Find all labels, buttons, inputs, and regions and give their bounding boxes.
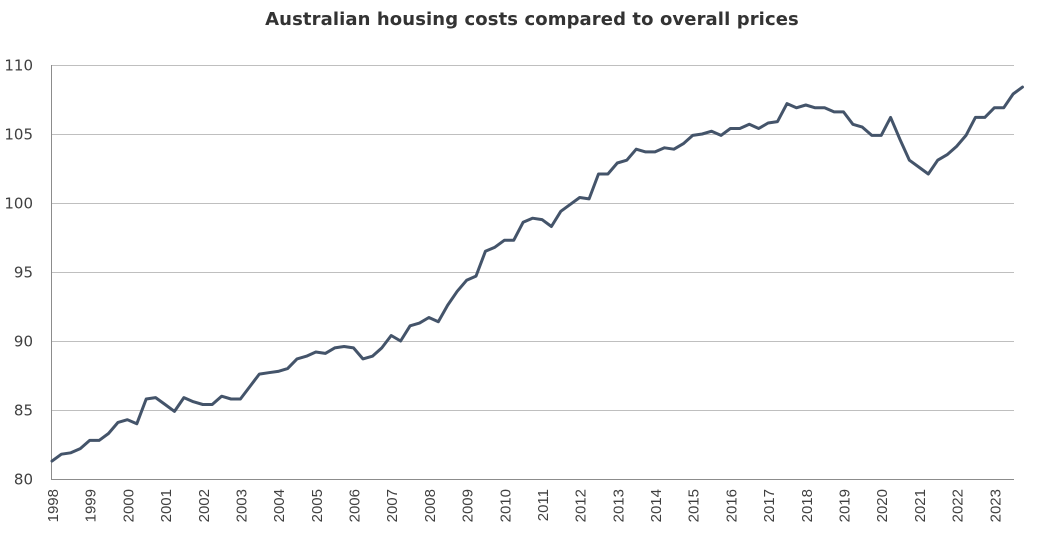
x-tick-label: 1998 [45,489,62,522]
series-line [50,85,1024,463]
chart-title: Australian housing costs compared to ove… [265,9,799,30]
y-tick-label: 80 [14,471,33,489]
y-tick-label: 90 [14,333,33,351]
y-tick-label: 100 [4,195,33,213]
x-tick-label: 2009 [460,489,477,522]
series-layer [50,85,1024,463]
x-tick-label: 2012 [573,489,590,522]
y-tick-label: 105 [4,126,33,144]
x-tick-label: 2023 [987,489,1004,522]
x-tick-label: 2001 [158,489,175,522]
x-tick-label: 2017 [761,489,778,522]
x-tick-label: 2021 [912,489,929,522]
y-axis-ticks: 80 85 90 95 100 105 110 [4,57,33,489]
x-tick-label: 2002 [196,489,213,522]
x-tick-label: 2020 [874,489,891,522]
x-tick-label: 2006 [347,489,364,522]
x-tick-label: 2019 [836,489,853,522]
y-tick-label: 95 [14,264,33,282]
x-tick-label: 2018 [799,489,816,522]
x-tick-label: 2013 [610,489,627,522]
x-tick-label: 2008 [422,489,439,522]
x-tick-label: 2005 [309,489,326,522]
x-tick-label: 2022 [950,489,967,522]
axes [51,65,1014,480]
y-tick-label: 85 [14,402,33,420]
x-tick-label: 1999 [83,489,100,522]
x-tick-label: 2000 [120,489,137,522]
gridlines [51,65,1014,411]
y-tick-label: 110 [4,57,33,75]
x-tick-label: 2003 [233,489,250,522]
x-axis-ticks: 1998 1999 2000 2001 2002 2003 2004 2005 2006 2007… [45,489,1004,522]
x-tick-label: 2014 [648,489,665,522]
x-tick-label: 2007 [384,489,401,522]
x-tick-label: 2015 [686,489,703,522]
x-tick-label: 2010 [497,489,514,522]
x-tick-label: 2011 [535,489,552,521]
x-tick-label: 2016 [723,489,740,522]
x-tick-label: 2004 [271,489,288,522]
